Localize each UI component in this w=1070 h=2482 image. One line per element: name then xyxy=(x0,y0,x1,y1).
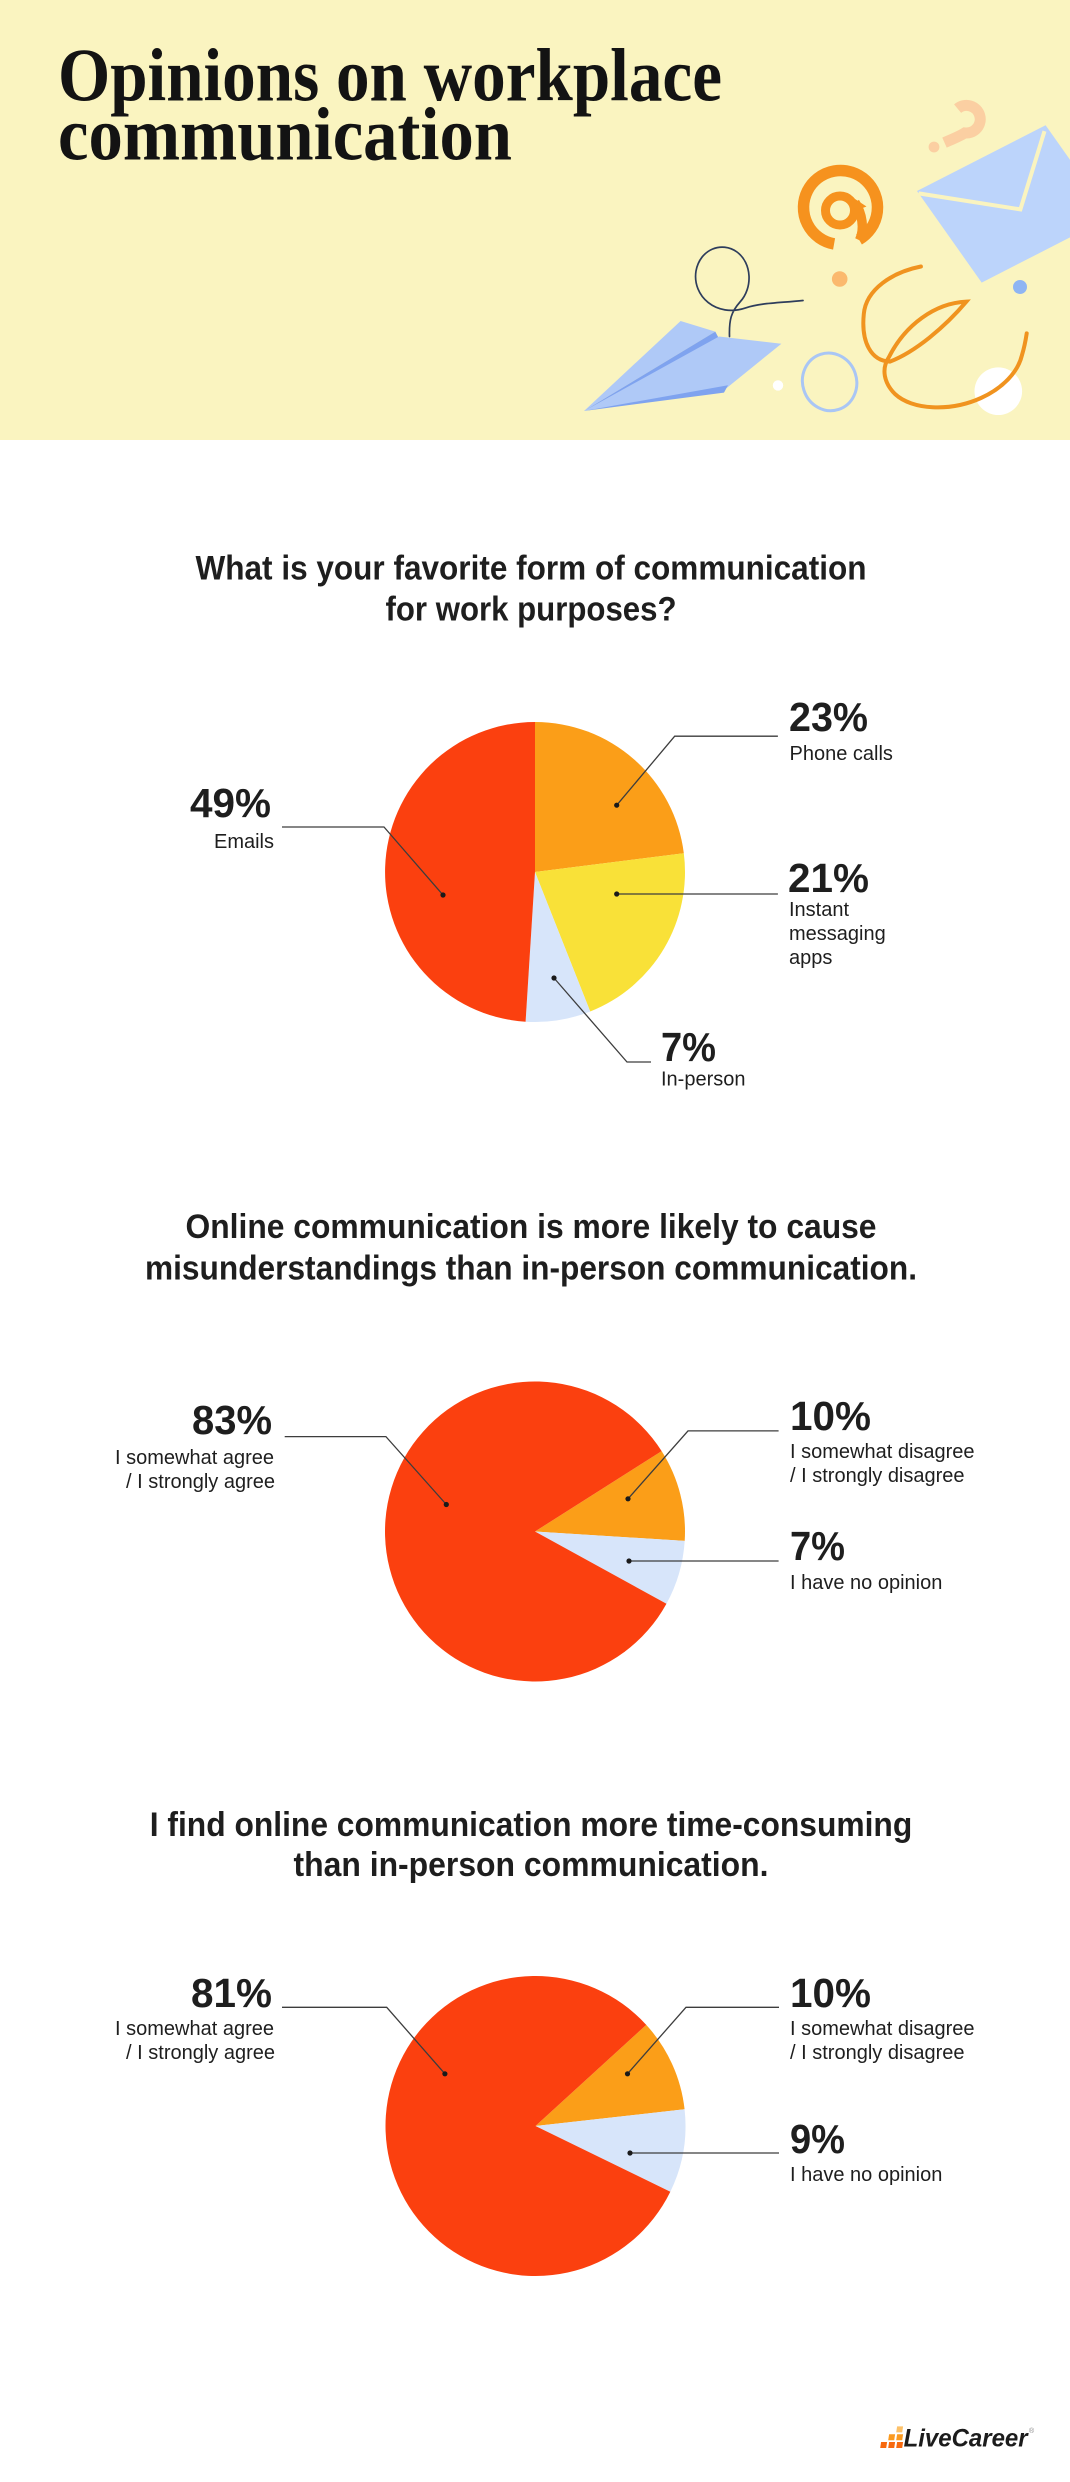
svg-text:7%: 7% xyxy=(661,1024,716,1070)
svg-text:Emails: Emails xyxy=(214,831,274,853)
svg-text:/ I strongly agree: / I strongly agree xyxy=(126,1471,275,1493)
svg-text:for work purposes?: for work purposes? xyxy=(386,591,677,629)
svg-text:/ I strongly agree: / I strongly agree xyxy=(126,2042,275,2064)
svg-text:9%: 9% xyxy=(790,2116,845,2162)
svg-text:messaging: messaging xyxy=(789,923,886,945)
svg-text:I somewhat agree: I somewhat agree xyxy=(115,1447,274,1469)
svg-text:7%: 7% xyxy=(790,1523,845,1569)
svg-text:I somewhat agree: I somewhat agree xyxy=(115,2018,274,2040)
svg-text:Opinions on workplace: Opinions on workplace xyxy=(58,35,722,118)
svg-text:21%: 21% xyxy=(788,855,869,901)
svg-text:I somewhat disagree: I somewhat disagree xyxy=(790,2018,975,2040)
svg-text:81%: 81% xyxy=(191,1970,272,2016)
svg-text:communication: communication xyxy=(58,94,512,177)
svg-text:Phone calls: Phone calls xyxy=(790,743,893,765)
svg-text:/ I strongly disagree: / I strongly disagree xyxy=(790,2042,965,2064)
svg-text:10%: 10% xyxy=(790,1393,871,1439)
svg-text:/ I strongly disagree: / I strongly disagree xyxy=(790,1465,965,1487)
svg-text:In-person: In-person xyxy=(661,1069,746,1091)
svg-text:I have no opinion: I have no opinion xyxy=(790,1572,942,1594)
svg-text:83%: 83% xyxy=(192,1397,272,1443)
svg-text:LiveCareer: LiveCareer xyxy=(904,2425,1029,2453)
svg-text:49%: 49% xyxy=(190,780,271,826)
svg-text:I find online communication mo: I find online communication more time-co… xyxy=(150,1806,913,1844)
svg-text:Instant: Instant xyxy=(789,899,849,921)
svg-text:I have no opinion: I have no opinion xyxy=(790,2164,942,2186)
svg-text:Online communication is more l: Online communication is more likely to c… xyxy=(186,1208,877,1246)
svg-text:23%: 23% xyxy=(789,694,868,740)
svg-text:misunderstandings than in-pers: misunderstandings than in-person communi… xyxy=(145,1250,917,1288)
svg-text:10%: 10% xyxy=(790,1970,871,2016)
svg-text:apps: apps xyxy=(789,947,832,969)
svg-text:What is your favorite form of: What is your favorite form of communicat… xyxy=(196,549,867,587)
svg-text:I somewhat disagree: I somewhat disagree xyxy=(790,1441,975,1463)
svg-text:than in-person communication.: than in-person communication. xyxy=(294,1846,769,1884)
svg-text:®: ® xyxy=(1029,2427,1035,2435)
